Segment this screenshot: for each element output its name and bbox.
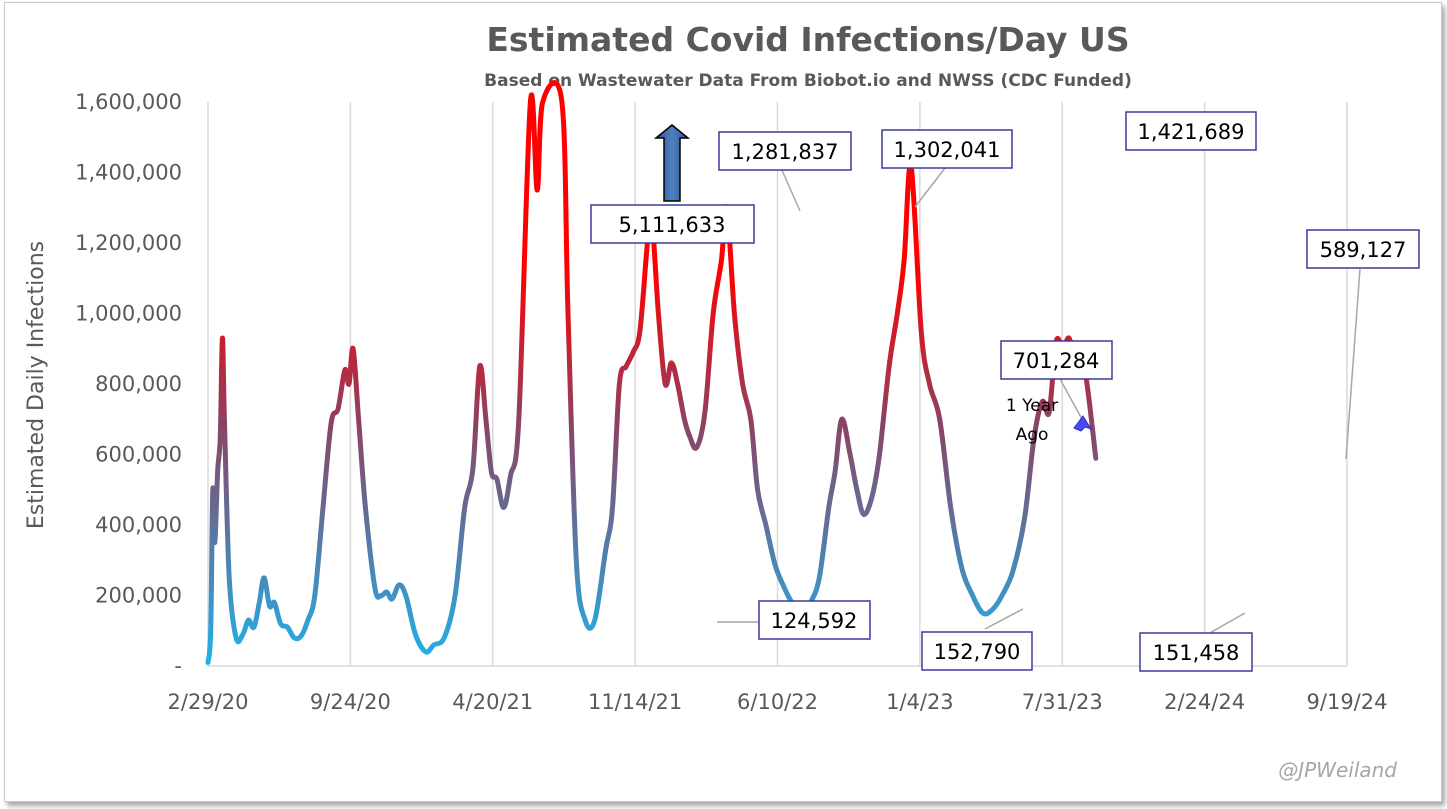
x-tick-label: 1/4/23: [886, 690, 954, 714]
pointer-arrow-icon: [1073, 415, 1093, 432]
callout-1302041: 1,302,041: [881, 129, 1013, 169]
x-tick-label: 6/10/22: [737, 690, 818, 714]
leader-589127: [1345, 268, 1361, 460]
callout-text: 1,281,837: [732, 140, 839, 164]
chart-subtitle: Based on Wastewater Data From Biobot.io …: [484, 71, 1132, 91]
leader-1302041: [914, 167, 946, 208]
y-tick-labels: - 200,000 400,000 600,000 800,000 1,000,000 1,…: [75, 90, 182, 678]
y-tick-label: 1,200,000: [75, 231, 182, 255]
x-tick-label: 2/24/24: [1164, 690, 1245, 714]
one-year-ago-line-2: Ago: [1016, 425, 1049, 445]
callout-701284: 701,284: [1000, 340, 1113, 380]
y-tick-label: 1,600,000: [75, 90, 182, 114]
x-tick-label: 2/29/20: [168, 690, 249, 714]
callout-152790: 152,790: [921, 631, 1033, 671]
callouts: 5,111,633 1,281,837 1,302,041 1,421,689 …: [590, 111, 1420, 672]
callout-text: 124,592: [771, 609, 858, 633]
x-tick-label: 9/24/20: [310, 690, 391, 714]
callout-text: 151,458: [1153, 641, 1240, 665]
series-lines: [205, 80, 1099, 665]
infections-line: [205, 80, 1099, 665]
y-tick-label: 1,000,000: [75, 302, 182, 326]
y-tick-label: 600,000: [95, 443, 182, 467]
x-tick-label: 9/19/24: [1307, 690, 1388, 714]
callout-589127: 589,127: [1306, 229, 1420, 269]
callout-text: 701,284: [1013, 349, 1100, 373]
callout-151458: 151,458: [1139, 632, 1253, 672]
y-tick-label: 1,400,000: [75, 161, 182, 185]
one-year-ago-line-1: 1 Year: [1006, 396, 1058, 416]
y-tick-label: 400,000: [95, 513, 182, 537]
up-arrow-icon: [653, 124, 691, 202]
callout-text: 1,302,041: [894, 138, 1001, 162]
leader-701284: [1059, 378, 1084, 422]
x-tick-label: 7/31/23: [1022, 690, 1103, 714]
x-tick-labels: 2/29/20 9/24/20 4/20/21 11/14/21 6/10/22 1/4/…: [168, 690, 1388, 714]
y-tick-label: 200,000: [95, 584, 182, 608]
callout-1421689: 1,421,689: [1125, 111, 1257, 151]
leader-152790: [984, 608, 1024, 630]
callout-text: 5,111,633: [619, 213, 726, 237]
callout-124592: 124,592: [758, 600, 871, 640]
callout-5111633: 5,111,633: [590, 204, 755, 244]
callout-text: 589,127: [1320, 238, 1407, 262]
callout-text: 1,421,689: [1138, 120, 1245, 144]
chart-title: Estimated Covid Infections/Day US: [486, 20, 1129, 59]
x-tick-label: 11/14/21: [588, 690, 682, 714]
line-chart: Estimated Covid Infections/Day US Based …: [24, 20, 1420, 782]
leader-1281837: [780, 167, 801, 212]
y-tick-label: -: [174, 654, 182, 678]
callout-text: 152,790: [934, 640, 1021, 664]
watermark: @JPWeiland: [1278, 758, 1397, 782]
callout-1281837: 1,281,837: [718, 131, 852, 171]
chart-frame: Estimated Covid Infections/Day US Based …: [4, 2, 1442, 802]
y-axis-label: Estimated Daily Infections: [24, 241, 49, 529]
grid-lines: [207, 102, 1348, 667]
y-tick-label: 800,000: [95, 372, 182, 396]
x-tick-label: 4/20/21: [452, 690, 533, 714]
